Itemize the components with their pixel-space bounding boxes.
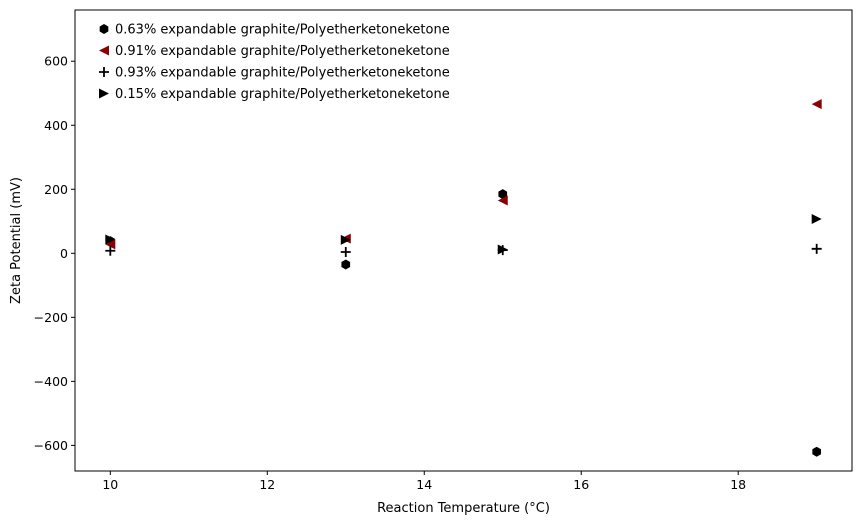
data-point	[340, 247, 351, 258]
x-tick-label: 10	[102, 477, 118, 492]
x-axis-label: Reaction Temperature (°C)	[377, 501, 550, 516]
series-hexagon	[105, 189, 822, 457]
legend-marker-shape	[99, 67, 109, 77]
data-point	[105, 239, 116, 250]
y-tick-label: −200	[34, 310, 68, 325]
data-point	[497, 244, 508, 255]
series-triangle-left	[105, 99, 822, 250]
legend-marker-shape	[99, 24, 109, 34]
y-axis-ticks: −600 −400 −200 0 200 400 600	[34, 54, 75, 453]
legend-entry: 0.63% expandable graphite/Polyetherketon…	[99, 23, 450, 38]
data-point	[341, 259, 351, 270]
legend-label: 0.15% expandable graphite/Polyetherketon…	[115, 87, 450, 102]
data-point	[812, 446, 822, 457]
x-tick-label: 12	[259, 477, 275, 492]
legend-marker-plus	[99, 67, 109, 77]
y-tick-label: 0	[60, 246, 68, 261]
legend: 0.63% expandable graphite/Polyetherketon…	[99, 23, 450, 102]
legend-entry: 0.93% expandable graphite/Polyetherketon…	[99, 66, 450, 81]
data-point	[340, 234, 351, 245]
series-triangle-right	[105, 214, 822, 255]
x-axis-ticks: 10 12 14 16 18	[102, 471, 746, 492]
plot-frame	[74, 9, 853, 472]
legend-entry: 0.15% expandable graphite/Polyetherketon…	[99, 87, 450, 102]
y-tick-label: −400	[34, 374, 68, 389]
y-tick-label: 400	[44, 118, 68, 133]
legend-marker-triangle-left	[99, 45, 109, 56]
x-tick-label: 18	[730, 477, 746, 492]
data-point	[811, 243, 822, 254]
x-tick-label: 14	[416, 477, 432, 492]
data-point	[497, 195, 508, 206]
data-point	[105, 234, 116, 245]
data-point	[498, 189, 508, 200]
legend-label: 0.91% expandable graphite/Polyetherketon…	[115, 44, 450, 59]
plot-markers	[105, 99, 822, 457]
legend-marker-triangle-right	[99, 88, 109, 99]
legend-marker-hexagon	[99, 24, 109, 34]
x-tick-label: 16	[573, 477, 589, 492]
legend-label: 0.63% expandable graphite/Polyetherketon…	[115, 23, 450, 38]
y-tick-label: −600	[34, 438, 68, 453]
legend-entry: 0.91% expandable graphite/Polyetherketon…	[99, 44, 450, 59]
y-tick-label: 600	[44, 54, 68, 69]
legend-marker-shape	[99, 45, 109, 56]
data-point	[105, 245, 116, 256]
data-point	[811, 214, 822, 225]
series-plus	[105, 243, 822, 258]
y-axis-label: Zeta Potential (mV)	[9, 177, 24, 304]
y-tick-label: 200	[44, 182, 68, 197]
legend-label: 0.93% expandable graphite/Polyetherketon…	[115, 66, 450, 81]
legend-marker-shape	[99, 88, 109, 99]
data-point	[811, 99, 822, 110]
